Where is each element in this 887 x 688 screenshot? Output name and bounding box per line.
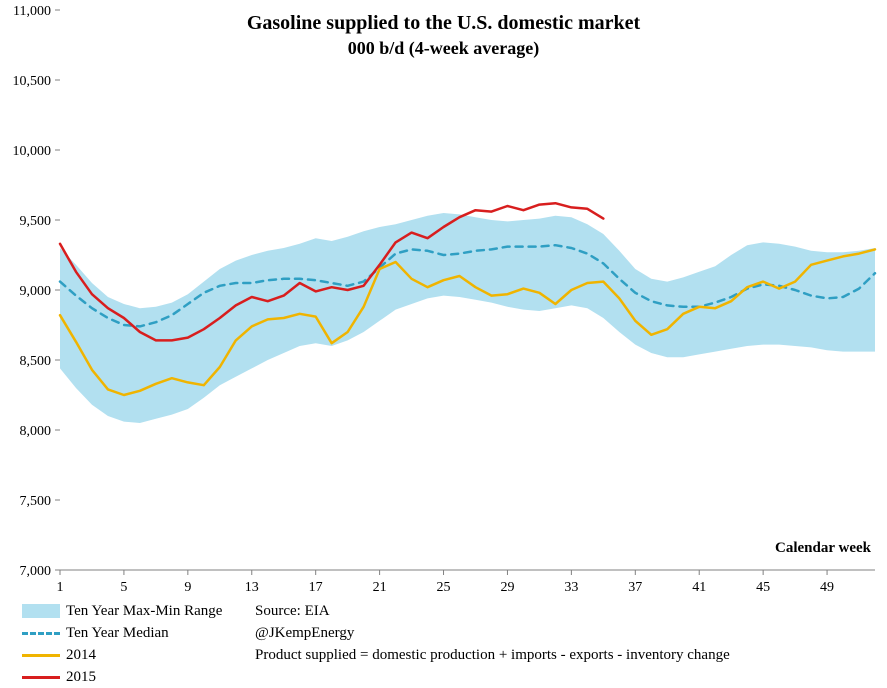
chart-footer: Source: EIA@JKempEnergyProduct supplied … [255, 600, 730, 666]
x-tick-label: 37 [628, 580, 642, 595]
legend-label: Ten Year Max-Min Range [66, 603, 222, 620]
legend-label: Ten Year Median [66, 625, 169, 642]
x-tick-label: 33 [564, 580, 578, 595]
range-band [60, 213, 875, 423]
legend: Ten Year Max-Min Range Ten Year Median 201… [22, 600, 222, 688]
chart-subtitle: 000 b/d (4-week average) [0, 38, 887, 59]
x-tick-label: 29 [500, 580, 514, 595]
footer-line: Source: EIA [255, 600, 730, 622]
x-tick-label: 5 [120, 580, 127, 595]
footer-line: Product supplied = domestic production +… [255, 644, 730, 666]
legend-line [22, 632, 60, 635]
x-axis-title: Calendar week [775, 540, 871, 557]
y-tick-label: 7,000 [20, 564, 52, 579]
legend-line [22, 654, 60, 657]
footer-line: @JKempEnergy [255, 622, 730, 644]
y-tick-label: 9,500 [20, 214, 52, 229]
y-tick-label: 10,000 [13, 144, 52, 159]
legend-label: 2015 [66, 669, 96, 686]
legend-item: 2014 [22, 644, 222, 666]
y-tick-label: 8,500 [20, 354, 52, 369]
y-tick-label: 8,000 [20, 424, 52, 439]
x-tick-label: 45 [756, 580, 770, 595]
x-tick-label: 49 [820, 580, 834, 595]
chart-container: Gasoline supplied to the U.S. domestic m… [0, 0, 887, 685]
y-tick-label: 7,500 [20, 494, 52, 509]
x-tick-label: 13 [245, 580, 259, 595]
x-tick-label: 25 [437, 580, 451, 595]
x-tick-label: 1 [57, 580, 64, 595]
legend-swatch [22, 604, 60, 618]
y-tick-label: 10,500 [13, 74, 52, 89]
legend-line [22, 676, 60, 679]
x-tick-label: 9 [184, 580, 191, 595]
chart-title: Gasoline supplied to the U.S. domestic m… [0, 12, 887, 35]
x-tick-label: 17 [309, 580, 323, 595]
x-tick-label: 21 [373, 580, 387, 595]
legend-label: 2014 [66, 647, 96, 664]
legend-item: Ten Year Max-Min Range [22, 600, 222, 622]
chart-plot: 7,000 7,500 8,000 8,500 9,000 9,500 10,000 10,5… [0, 0, 887, 685]
y-tick-label: 9,000 [20, 284, 52, 299]
x-tick-label: 41 [692, 580, 706, 595]
legend-item: Ten Year Median [22, 622, 222, 644]
